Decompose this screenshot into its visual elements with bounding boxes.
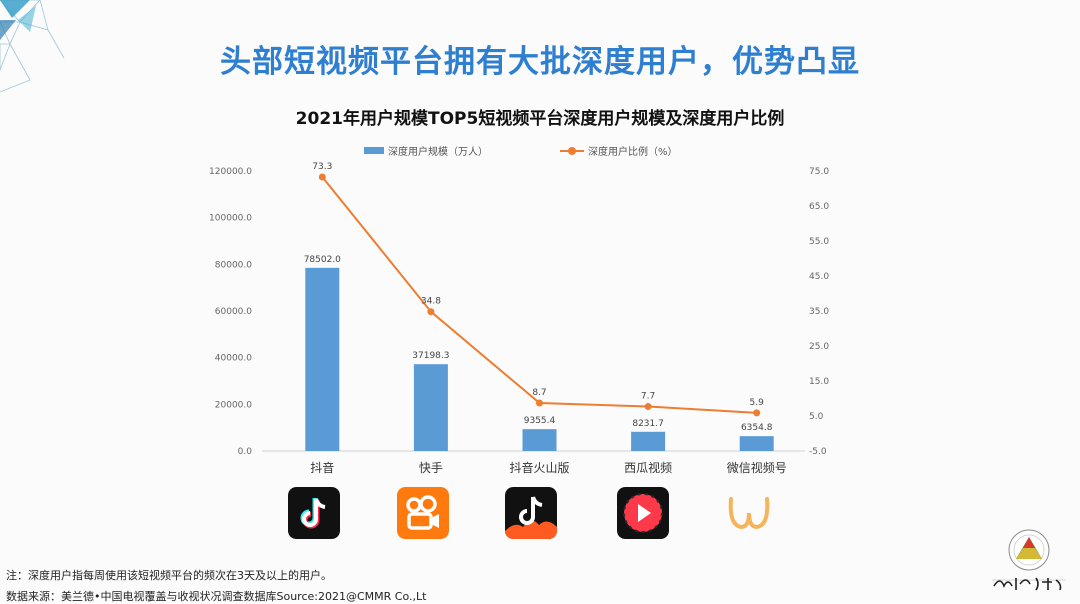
bar-data-label: 6354.8 — [741, 423, 773, 433]
x-tick-label: 快手 — [419, 461, 443, 475]
y-right-tick-label: 75.0 — [809, 167, 829, 177]
y-left-tick-label: 20000.0 — [215, 400, 252, 410]
x-tick-label: 微信视频号 — [727, 460, 787, 475]
wechat-channels-icon — [723, 487, 775, 539]
y-left-tick-label: 100000.0 — [209, 214, 252, 224]
bar — [739, 436, 774, 451]
y-right-tick-label: 15.0 — [809, 377, 829, 387]
line-point — [753, 409, 761, 417]
chart-legend: 深度用户规模（万人） 深度用户比例（%） — [0, 143, 1080, 159]
footnote: 注：深度用户指每周使用该短视频平台的频次在3天及以上的用户。 — [6, 569, 332, 582]
chart-title: 2021年用户规模TOP5短视频平台深度用户规模及深度用户比例 — [295, 109, 785, 129]
y-right-tick-label: 35.0 — [809, 307, 829, 317]
line-data-label: 34.8 — [421, 297, 441, 307]
bar — [305, 267, 340, 451]
y-left-tick-label: 80000.0 — [215, 260, 252, 270]
line-point — [536, 399, 543, 407]
line-data-label: 7.7 — [641, 392, 655, 402]
line-point — [644, 403, 652, 411]
x-tick-label: 抖音火山版 — [509, 460, 569, 475]
bar-data-label: 9355.4 — [524, 416, 556, 426]
line-data-label: 8.7 — [532, 388, 546, 398]
y-left-tick-label: 120000.0 — [209, 167, 252, 177]
xigua-video-icon — [617, 487, 669, 539]
y-right-tick-label: 5.0 — [809, 412, 824, 422]
line-data-label: 5.9 — [750, 398, 765, 408]
line-data-label: 73.3 — [312, 162, 332, 172]
kuaishou-icon — [397, 487, 449, 539]
y-left-tick-label: 60000.0 — [215, 307, 252, 317]
bar — [631, 431, 666, 451]
legend-line-swatch — [560, 146, 584, 156]
legend-item-bar: 深度用户规模（万人） — [364, 143, 488, 158]
y-right-tick-label: -5.0 — [809, 447, 827, 457]
line-point — [318, 173, 326, 181]
y-left-tick-label: 40000.0 — [215, 354, 252, 364]
douyin-huoshan-icon — [505, 487, 557, 539]
y-right-tick-label: 45.0 — [809, 272, 829, 282]
y-left-tick-label: 0.0 — [238, 447, 253, 457]
headline: 头部短视频平台拥有大批深度用户，优势凸显 — [220, 44, 860, 80]
bar-data-label: 8231.7 — [632, 419, 664, 429]
x-tick-label: 西瓜视频 — [624, 460, 672, 475]
legend-item-line: 深度用户比例（%） — [560, 143, 678, 158]
y-right-tick-label: 65.0 — [809, 202, 829, 212]
douyin-icon — [288, 487, 340, 539]
y-right-tick-label: 25.0 — [809, 342, 829, 352]
bar — [413, 364, 448, 451]
legend-bar-swatch — [364, 147, 384, 154]
bar-data-label: 37198.3 — [412, 351, 449, 361]
line-series — [321, 176, 757, 414]
legend-bar-label: 深度用户规模（万人） — [388, 147, 488, 158]
bar-data-label: 78502.0 — [304, 255, 341, 265]
data-source: 数据来源：美兰德•中国电视覆盖与收视状况调查数据库Source:2021@CMM… — [6, 590, 427, 603]
network-decoration-icon — [0, 0, 65, 93]
university-logo — [992, 529, 1066, 591]
line-point — [427, 308, 435, 316]
legend-line-label: 深度用户比例（%） — [588, 147, 678, 158]
bar — [522, 429, 557, 451]
x-tick-label: 抖音 — [310, 460, 334, 475]
y-right-tick-label: 55.0 — [809, 237, 829, 247]
